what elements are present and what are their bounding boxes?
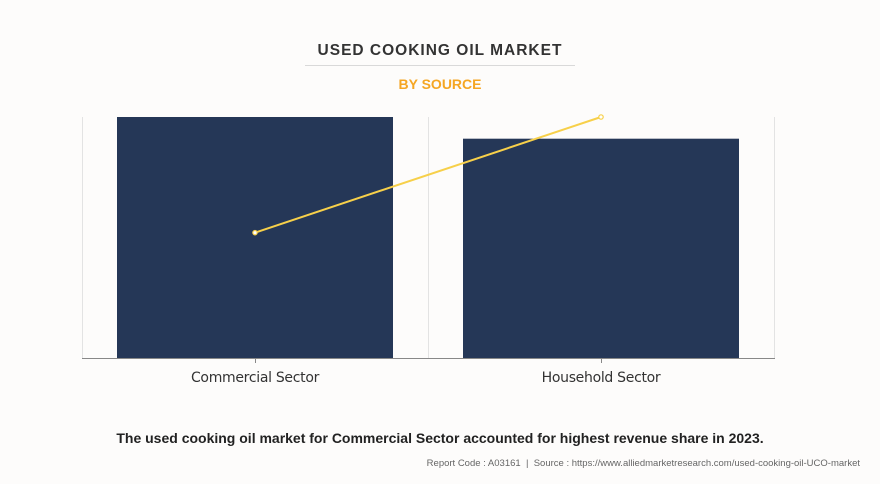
bar [463, 138, 739, 358]
x-tick-label-household: Household Sector [541, 370, 661, 386]
chart-plot-area [82, 114, 775, 363]
bar-series [117, 117, 739, 358]
chart-subtitle: BY SOURCE [398, 76, 482, 92]
line-point-marker [252, 229, 258, 236]
title-divider [305, 65, 575, 66]
line-point-marker [598, 114, 604, 120]
source-note: Report Code : A03161 | Source : https://… [426, 458, 860, 469]
line-series [252, 114, 604, 236]
trend-line [254, 116, 602, 234]
chart-caption: The used cooking oil market for Commerci… [116, 430, 764, 446]
bar [117, 117, 393, 358]
chart-title: USED COOKING OIL MARKET [317, 42, 563, 59]
x-tick-label-commercial: Commercial Sector [190, 370, 320, 386]
